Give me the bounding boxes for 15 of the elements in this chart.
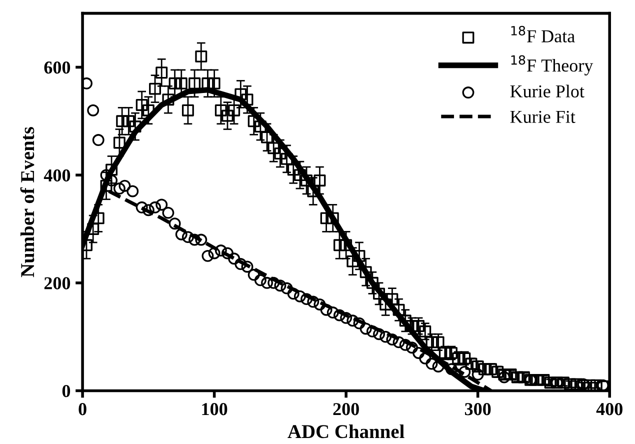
y-tick-label: 600: [44, 61, 70, 74]
legend-label: $^{18}$F Theory: [511, 55, 594, 76]
y-axis-title: Number of Events: [20, 127, 34, 278]
x-tick-label: 300: [464, 403, 491, 416]
x-axis-title: ADC Channel: [288, 424, 404, 438]
legend-label: Kurie Plot: [510, 84, 584, 98]
y-tick-label: 200: [44, 277, 70, 290]
y-tick-label: 400: [44, 169, 70, 182]
x-tick-label: 200: [333, 403, 359, 416]
legend-label: $^{18}$F Data: [511, 26, 575, 42]
y-tick-label: 0: [62, 384, 70, 398]
x-tick-label: 0: [78, 403, 86, 416]
x-tick-label: 400: [596, 403, 622, 416]
legend-label: Kurie Fit: [510, 110, 576, 123]
x-tick-label: 100: [202, 403, 228, 416]
